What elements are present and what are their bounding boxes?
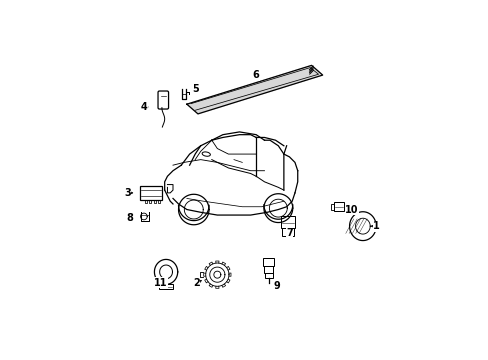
Text: 4: 4: [140, 102, 147, 112]
Bar: [282, 228, 293, 236]
Bar: [280, 216, 295, 228]
Text: 2: 2: [193, 278, 200, 288]
Text: 9: 9: [273, 281, 280, 291]
Bar: [333, 202, 343, 211]
Bar: [263, 258, 273, 266]
Text: 3: 3: [123, 188, 130, 198]
Text: 6: 6: [252, 70, 259, 80]
Bar: [140, 186, 162, 200]
Text: 7: 7: [285, 228, 292, 238]
Polygon shape: [186, 66, 322, 114]
Bar: [330, 204, 333, 210]
Bar: [264, 273, 272, 278]
Text: 5: 5: [191, 84, 198, 94]
Text: 11: 11: [153, 278, 167, 288]
Bar: [264, 266, 272, 273]
Text: 1: 1: [373, 221, 379, 231]
Text: 8: 8: [126, 213, 133, 223]
Text: 10: 10: [345, 204, 358, 215]
Bar: [159, 284, 173, 289]
